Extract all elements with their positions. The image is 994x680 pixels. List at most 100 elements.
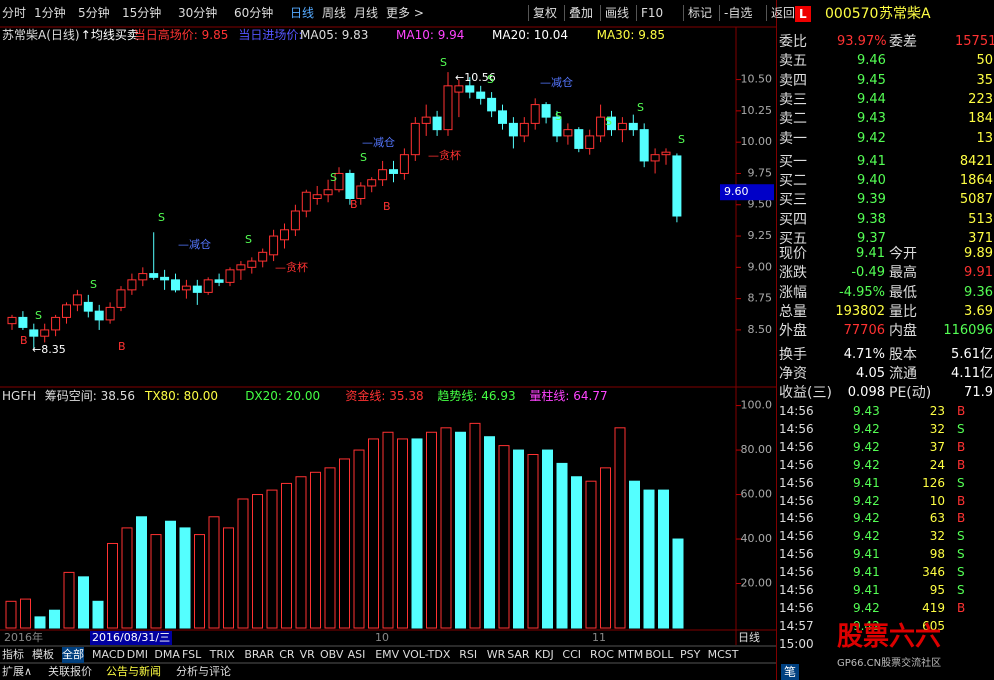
indicator-tab[interactable]: FSL: [182, 648, 202, 661]
toolbar-button[interactable]: -自选: [719, 5, 752, 21]
indicator-tab[interactable]: OBV: [320, 648, 344, 661]
indicator-tab[interactable]: MCST: [707, 648, 739, 661]
indicator-tab[interactable]: CCI: [562, 648, 581, 661]
toolbar-button[interactable]: 标记: [683, 5, 712, 21]
indicator-tab[interactable]: MACD: [92, 648, 125, 661]
trade-time: 14:56: [779, 457, 814, 472]
period-tab[interactable]: 周线: [322, 6, 347, 20]
period-tab[interactable]: 日线: [290, 6, 315, 20]
book-price: 9.46: [857, 53, 886, 69]
indicator-tab[interactable]: 模板: [32, 648, 54, 661]
period-tab[interactable]: 1分钟: [34, 6, 66, 20]
footer-tab[interactable]: 关联报价: [48, 665, 92, 678]
candle-body: [323, 189, 333, 196]
candle-body: [541, 104, 551, 118]
label: 委差: [889, 34, 917, 50]
indicator-bar: [34, 616, 46, 629]
stat-value: 4.11亿: [951, 365, 993, 381]
side-tab: 笔: [781, 664, 800, 680]
indicator-tab[interactable]: BOLL: [645, 648, 674, 661]
candle-body: [617, 122, 627, 131]
legend-item: 当日进场价:: [238, 28, 303, 42]
candle-body: [596, 116, 606, 137]
candle-body: [498, 110, 507, 124]
candle-body: [628, 122, 638, 131]
date-highlight: [90, 631, 172, 645]
candle-body: [345, 172, 355, 199]
stock-name: 苏常柴A: [879, 6, 931, 22]
indicator-tab[interactable]: SAR: [507, 648, 530, 661]
toolbar-button[interactable]: 返回: [766, 5, 795, 21]
indicator-tab[interactable]: CR: [279, 648, 295, 661]
indicator-tab[interactable]: PSY: [680, 648, 701, 661]
x-axis-label: 10: [375, 631, 389, 644]
indicator-tab[interactable]: VOL-TDX: [402, 648, 451, 661]
y-tick-label: 80.00: [741, 443, 773, 456]
period-tab[interactable]: 60分钟: [234, 6, 274, 20]
trade-time: 14:56: [779, 421, 814, 436]
stat-value: 5.61亿: [951, 346, 993, 362]
book-label: 买五: [779, 231, 807, 247]
period-tab[interactable]: 分时: [2, 6, 27, 20]
x-axis-label: 11: [592, 631, 606, 644]
indicator-bar: [194, 534, 205, 629]
candle-body: [127, 279, 137, 291]
y-tick-label: 9.75: [748, 166, 773, 179]
indicator-tab[interactable]: VR: [299, 648, 315, 661]
stat-value: 116096: [943, 323, 993, 339]
indicator-tab[interactable]: 指标: [2, 648, 24, 661]
indicator-tab[interactable]: RSI: [459, 648, 478, 661]
toolbar-button[interactable]: 叠加: [564, 5, 593, 21]
trade-time: 14:56: [779, 439, 814, 454]
footer-tab[interactable]: 分析与评论: [176, 665, 231, 678]
candle-body: [116, 289, 126, 308]
stat-label: 净资: [779, 365, 807, 382]
trade-time: 14:56: [779, 511, 814, 526]
book-label: 买一: [779, 153, 807, 170]
legend-item: 苏常柴A(日线): [2, 28, 80, 42]
period-tab[interactable]: 30分钟: [178, 6, 218, 20]
indicator-tab[interactable]: TRIX: [209, 648, 235, 661]
legend-item: MA30: 9.85: [596, 28, 666, 42]
indicator-tab[interactable]: DMA: [154, 648, 180, 661]
indicator-bar: [658, 489, 669, 629]
indicator-tab[interactable]: ASI: [347, 648, 366, 661]
candle-body: [51, 316, 61, 331]
indicator-tab[interactable]: KDJ: [534, 648, 554, 661]
indicator-tab[interactable]: 全部: [62, 647, 84, 663]
period-tab[interactable]: 月线: [354, 6, 379, 20]
footer-tab[interactable]: 扩展∧: [2, 665, 33, 678]
signal-label: —贪杯: [275, 260, 308, 274]
y-tick-label: 9.25: [748, 229, 773, 242]
label: 委比: [779, 34, 807, 50]
book-price: 9.38: [857, 211, 886, 227]
trade-price: 9.42: [853, 529, 880, 544]
indicator-bar: [353, 449, 365, 629]
period-tab[interactable]: 5分钟: [78, 6, 110, 20]
stat-value: 9.36: [964, 284, 993, 300]
toolbar-button[interactable]: F10: [636, 5, 663, 21]
y-tick-label: 10.00: [741, 135, 773, 148]
indicator-tab[interactable]: ROC: [590, 648, 614, 661]
indicator-tab[interactable]: BRAR: [244, 648, 275, 661]
stat-value: 9.41: [856, 246, 885, 261]
period-tab[interactable]: 15分钟: [122, 6, 162, 20]
x-axis-label: 2016年: [4, 630, 43, 644]
book-label: 卖三: [779, 91, 807, 108]
legend-item: DX20: 20.00: [245, 389, 321, 403]
toolbar-button[interactable]: 画线: [600, 5, 629, 21]
indicator-tab[interactable]: EMV: [375, 648, 400, 661]
period-tab[interactable]: 更多 >: [386, 6, 424, 20]
stock-code: 000570: [825, 6, 879, 22]
trade-side: B: [957, 404, 966, 418]
indicator-tab[interactable]: WR: [486, 648, 506, 661]
trade-volume: 346: [922, 565, 945, 580]
trade-time: 14:56: [779, 600, 814, 615]
indicator-bar: [672, 538, 684, 629]
indicator-tab[interactable]: MTM: [617, 648, 644, 661]
candle-body: [585, 135, 595, 149]
indicator-tab[interactable]: DMI: [126, 648, 149, 661]
footer-tab[interactable]: 公告与新闻: [106, 665, 161, 678]
book-label: 卖一: [779, 130, 807, 147]
toolbar-button[interactable]: 复权: [528, 5, 557, 21]
